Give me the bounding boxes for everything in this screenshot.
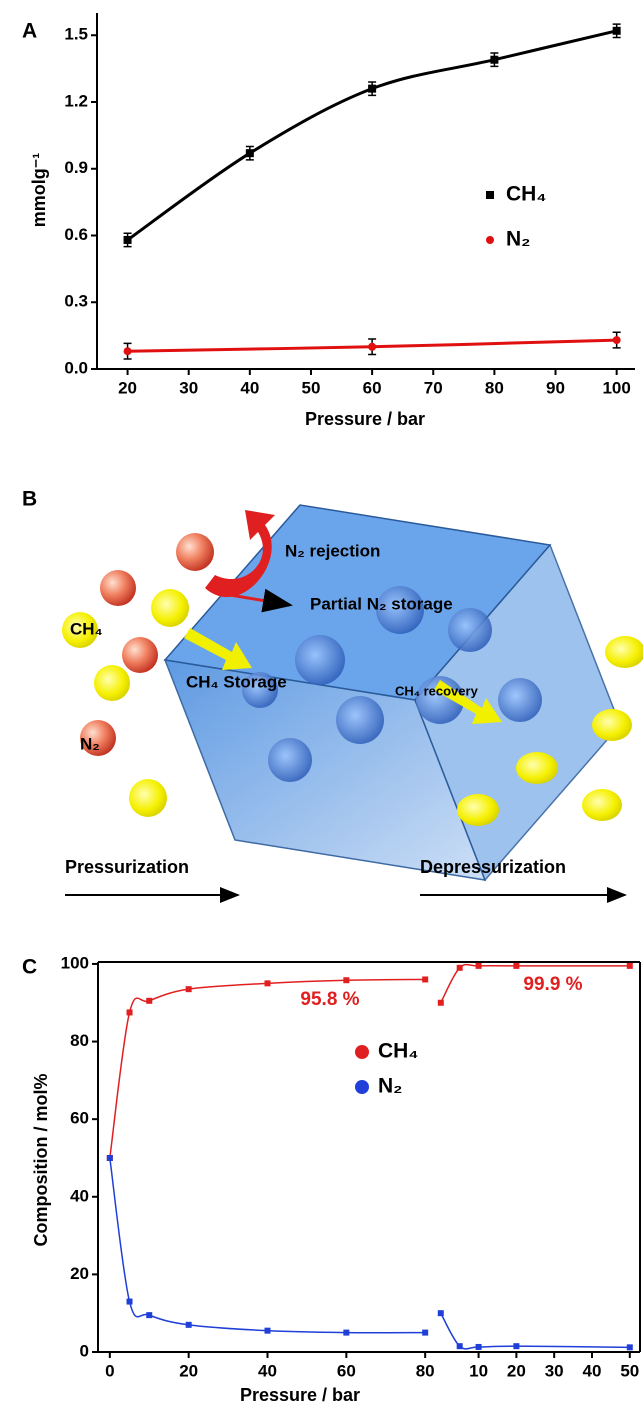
marker — [368, 343, 376, 351]
x-tick-label: 20 — [118, 378, 137, 397]
y-tick-label: 80 — [70, 1031, 89, 1050]
marker — [146, 998, 152, 1004]
marker — [457, 1343, 463, 1349]
y-tick-label: 60 — [70, 1109, 89, 1128]
x-tick-label: 60 — [337, 1361, 356, 1380]
marker — [265, 1328, 271, 1334]
marker — [124, 347, 132, 355]
diagram: B N₂ rejection CH₄ Partial N₂ storage CH… — [22, 488, 643, 895]
fit-line — [128, 31, 617, 240]
x-tick-label: 30 — [545, 1361, 564, 1380]
x-tick-label: 50 — [620, 1361, 639, 1380]
legend-marker — [355, 1080, 369, 1094]
y-tick-label: 20 — [70, 1264, 89, 1283]
diagram-label: CH₄ recovery — [395, 683, 479, 698]
legend-marker — [355, 1045, 369, 1059]
figure: B N₂ rejection CH₄ Partial N₂ storage CH… — [0, 0, 643, 1409]
marker — [124, 236, 132, 244]
fit-line — [110, 979, 425, 1158]
marker — [438, 1310, 444, 1316]
x-tick-label: 90 — [546, 378, 565, 397]
panel-label: A — [22, 20, 37, 43]
marker — [186, 1322, 192, 1328]
annotation: 99.9 % — [523, 974, 582, 995]
marker — [613, 336, 621, 344]
diagram-label: CH₄ — [70, 619, 103, 638]
x-tick-label: 40 — [240, 378, 259, 397]
marker — [107, 1155, 113, 1161]
marker — [476, 1344, 482, 1350]
marker — [627, 963, 633, 969]
marker — [490, 56, 498, 64]
diagram-label: N₂ rejection — [285, 541, 380, 560]
diagram-label: Pressurization — [65, 857, 189, 877]
x-tick-label: 0 — [105, 1361, 114, 1380]
marker — [476, 963, 482, 969]
marker — [422, 976, 428, 982]
marker — [343, 1330, 349, 1336]
y-tick-label: 0.0 — [64, 358, 88, 377]
x-tick-label: 30 — [179, 378, 198, 397]
y-tick-label: 40 — [70, 1186, 89, 1205]
y-tick-label: 100 — [61, 953, 89, 972]
x-tick-label: 40 — [583, 1361, 602, 1380]
y-tick-label: 0.3 — [64, 292, 88, 311]
y-tick-label: 0.6 — [64, 225, 88, 244]
marker — [127, 1009, 133, 1015]
y-tick-label: 1.2 — [64, 91, 88, 110]
marker — [146, 1312, 152, 1318]
y-tick-label: 0 — [80, 1341, 89, 1360]
y-axis-label: mmolg⁻¹ — [29, 153, 49, 228]
marker — [513, 963, 519, 969]
x-axis-label: Pressure / bar — [240, 1385, 360, 1405]
panel-label: C — [22, 956, 37, 979]
panel-label: B — [22, 488, 37, 511]
marker — [438, 1000, 444, 1006]
x-tick-label: 100 — [602, 378, 630, 397]
legend-marker — [486, 191, 494, 199]
x-tick-label: 50 — [302, 378, 321, 397]
y-axis-label: Composition / mol% — [31, 1074, 51, 1247]
marker — [265, 980, 271, 986]
marker — [422, 1330, 428, 1336]
y-tick-label: 0.9 — [64, 158, 88, 177]
marker — [343, 977, 349, 983]
marker — [613, 27, 621, 35]
x-tick-label: 60 — [363, 378, 382, 397]
marker — [368, 85, 376, 93]
x-tick-label: 80 — [416, 1361, 435, 1380]
diagram-label: Partial N₂ storage — [310, 594, 453, 613]
legend-marker — [486, 236, 494, 244]
marker — [127, 1299, 133, 1305]
legend-label: CH₄ — [506, 183, 546, 206]
x-tick-label: 40 — [258, 1361, 277, 1380]
diagram-label: N₂ — [80, 734, 100, 753]
marker — [186, 986, 192, 992]
legend-label: N₂ — [506, 228, 531, 251]
marker — [513, 1343, 519, 1349]
x-tick-label: 80 — [485, 378, 504, 397]
legend-label: CH₄ — [378, 1040, 418, 1063]
marker — [627, 1344, 633, 1350]
annotation: 95.8 % — [300, 989, 359, 1010]
x-tick-label: 70 — [424, 378, 443, 397]
x-axis-label: Pressure / bar — [305, 409, 425, 429]
diagram-label: CH₄ Storage — [186, 672, 287, 691]
marker — [246, 149, 254, 157]
fit-line — [441, 1313, 630, 1349]
x-tick-label: 10 — [469, 1361, 488, 1380]
fit-line — [110, 1158, 425, 1333]
legend-label: N₂ — [378, 1075, 403, 1098]
x-tick-label: 20 — [507, 1361, 526, 1380]
diagram-label: Depressurization — [420, 857, 566, 877]
x-tick-label: 20 — [179, 1361, 198, 1380]
marker — [457, 965, 463, 971]
y-tick-label: 1.5 — [64, 25, 88, 44]
